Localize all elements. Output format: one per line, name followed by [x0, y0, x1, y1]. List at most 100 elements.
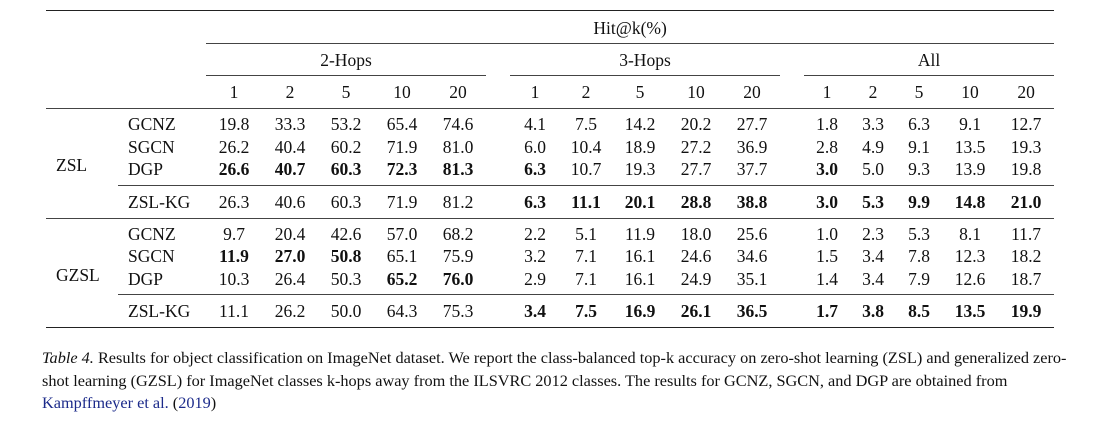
- value-cell: 81.2: [430, 184, 486, 218]
- method-name: DGP: [128, 159, 164, 179]
- table-row: DGP 26.6 40.7 60.3 72.3 81.3 6.3 10.7 19.3 27.7 37…: [46, 158, 1054, 185]
- group-gap: [486, 136, 510, 159]
- k-header: 10: [393, 82, 411, 102]
- value-cell: 1.4: [816, 268, 838, 289]
- value-cell: 19.3: [624, 159, 656, 179]
- value-cell: 57.0: [374, 217, 430, 245]
- group-header-row: 2-Hops 3-Hops All: [46, 43, 1055, 76]
- k-header: 1: [530, 82, 540, 102]
- value-cell: 72.3: [386, 159, 418, 179]
- value-cell: 3.8: [850, 294, 896, 328]
- k-header: 2: [581, 82, 591, 102]
- value-cell: 27.2: [680, 136, 712, 157]
- value-cell: 74.6: [430, 108, 486, 136]
- results-table-container: Hit@k(%) 2-Hops 3-Hops All 1 2 5 10 20 1 2 5 10 20 1 2 5…: [46, 10, 1055, 328]
- value-cell: 60.3: [330, 159, 362, 179]
- value-cell: 12.3: [954, 246, 986, 266]
- value-cell: 10.4: [570, 136, 602, 157]
- method-name: GCNZ: [118, 108, 206, 136]
- value-cell: 18.7: [1010, 268, 1042, 289]
- value-cell: 5.1: [560, 217, 612, 245]
- value-cell: 2.2: [510, 217, 560, 245]
- value-cell: 25.6: [724, 217, 780, 245]
- caption-citation-link[interactable]: Kampffmeyer et al.: [42, 393, 169, 412]
- group-header: All: [804, 43, 1055, 76]
- value-cell: 3.4: [862, 246, 884, 266]
- value-cell: 7.5: [560, 108, 612, 136]
- value-cell: 37.7: [736, 159, 768, 179]
- value-cell: 19.9: [998, 294, 1055, 328]
- value-cell: 6.0: [524, 136, 546, 157]
- value-cell: 2.9: [524, 268, 546, 289]
- caption-label: Table 4.: [42, 348, 94, 367]
- value-cell: 75.9: [442, 246, 474, 266]
- k-header: 5: [914, 82, 924, 102]
- value-cell: 6.3: [896, 108, 942, 136]
- group-gap: [780, 76, 804, 109]
- value-cell: 53.2: [318, 108, 374, 136]
- value-cell: 3.0: [816, 159, 838, 179]
- value-cell: 60.3: [318, 184, 374, 218]
- value-cell: 10.3: [218, 268, 250, 289]
- k-header: 10: [961, 82, 979, 102]
- group-gap: [780, 44, 804, 76]
- value-cell: 20.4: [262, 217, 318, 245]
- group-gap: [780, 184, 804, 218]
- k-header: 20: [449, 82, 467, 102]
- group-header: 3-Hops: [510, 43, 780, 76]
- value-cell: 27.0: [274, 246, 306, 266]
- value-cell: 9.9: [896, 184, 942, 218]
- value-cell: 50.3: [330, 268, 362, 289]
- value-cell: 50.8: [330, 246, 362, 266]
- value-cell: 11.7: [998, 217, 1055, 245]
- value-cell: 36.9: [736, 136, 768, 157]
- table-row-ours: ZSL-KG 11.1 26.2 50.0 64.3 75.3 3.4 7.5 16.9 26.1…: [46, 294, 1055, 328]
- k-header-row: 1 2 5 10 20 1 2 5 10 20 1 2 5 10 20: [46, 76, 1054, 109]
- value-cell: 14.2: [612, 108, 668, 136]
- k-header: 5: [341, 82, 351, 102]
- group-gap: [486, 108, 510, 136]
- value-cell: 1.0: [804, 217, 850, 245]
- table-row: SGCN 11.9 27.0 50.8 65.1 75.9 3.2 7.1 16.1 24.6 34…: [46, 245, 1054, 268]
- group-gap: [780, 217, 804, 245]
- group-gap: [780, 268, 804, 295]
- k-header: 2: [868, 82, 878, 102]
- value-cell: 20.2: [668, 108, 724, 136]
- value-cell: 3.4: [862, 268, 884, 289]
- value-cell: 34.6: [736, 246, 768, 266]
- group-gap: [486, 294, 510, 328]
- value-cell: 9.3: [908, 159, 930, 179]
- metric-header: Hit@k(%): [206, 10, 1055, 44]
- k-header: 5: [635, 82, 645, 102]
- value-cell: 12.6: [954, 268, 986, 289]
- value-cell: 40.4: [274, 136, 306, 157]
- corner-cell: [46, 44, 206, 76]
- value-cell: 26.1: [668, 294, 724, 328]
- table-row-ours: ZSL-KG 26.3 40.6 60.3 71.9 81.2 6.3 11.1 20.1 28.…: [46, 184, 1055, 218]
- value-cell: 26.2: [262, 294, 318, 328]
- value-cell: 3.4: [510, 294, 560, 328]
- value-cell: 76.0: [442, 268, 474, 289]
- value-cell: 1.8: [804, 108, 850, 136]
- value-cell: 16.1: [624, 268, 656, 289]
- value-cell: 11.9: [219, 246, 249, 266]
- method-name: ZSL-KG: [118, 184, 206, 218]
- value-cell: 27.7: [680, 159, 712, 179]
- value-cell: 24.6: [680, 246, 712, 266]
- value-cell: 38.8: [724, 184, 780, 218]
- value-cell: 1.7: [804, 294, 850, 328]
- value-cell: 19.3: [1010, 136, 1042, 157]
- setting-label: ZSL: [46, 108, 118, 218]
- k-header: 20: [1017, 82, 1035, 102]
- value-cell: 2.8: [816, 136, 838, 157]
- group-header: 2-Hops: [206, 43, 486, 76]
- value-cell: 14.8: [942, 184, 998, 218]
- value-cell: 16.9: [612, 294, 668, 328]
- value-cell: 4.1: [510, 108, 560, 136]
- value-cell: 24.9: [680, 268, 712, 289]
- value-cell: 2.3: [850, 217, 896, 245]
- value-cell: 1.5: [816, 246, 838, 266]
- value-cell: 20.1: [612, 184, 668, 218]
- value-cell: 6.3: [524, 159, 546, 179]
- caption-citation-year-link[interactable]: 2019: [178, 393, 211, 412]
